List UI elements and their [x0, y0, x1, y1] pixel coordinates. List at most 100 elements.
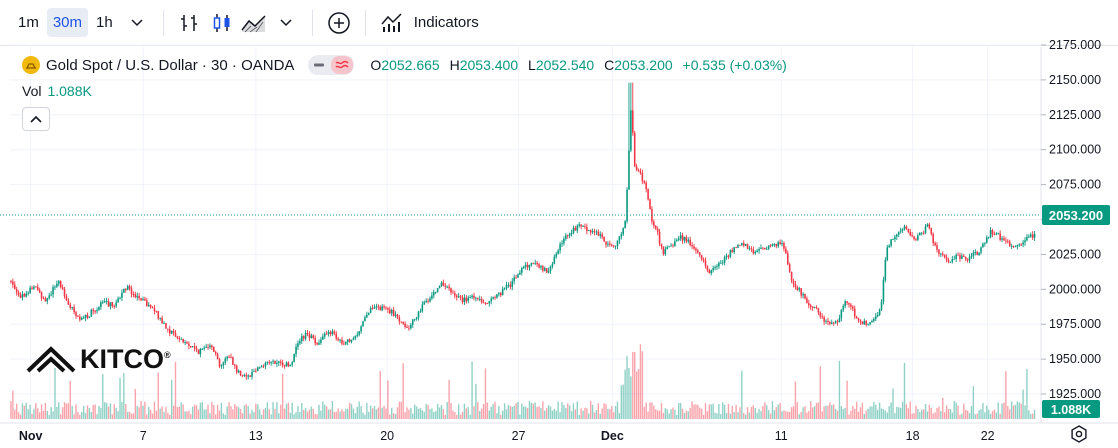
candle-body: [869, 322, 871, 325]
volume-bar: [134, 389, 137, 419]
volume-bar: [668, 413, 670, 419]
volume-bar: [838, 360, 841, 419]
candle-body: [951, 259, 954, 262]
candle-body: [603, 236, 605, 242]
candle-body: [429, 298, 431, 302]
symbol-title[interactable]: Gold Spot / U.S. Dollar · 30 · OANDA: [46, 56, 295, 74]
volume-bar: [861, 402, 864, 419]
candle-body: [704, 260, 707, 266]
volume-bar: [327, 409, 330, 419]
volume-bar: [580, 408, 582, 419]
candle-body: [702, 259, 705, 261]
volume-bar: [848, 414, 850, 419]
candle-body: [163, 323, 165, 324]
candle-body: [121, 292, 123, 298]
candle-body: [59, 281, 62, 288]
candle-body: [346, 339, 349, 342]
timeframe-30m[interactable]: 30m: [46, 8, 89, 37]
volume-bar: [88, 408, 91, 419]
timeframe-1h[interactable]: 1h: [96, 14, 113, 31]
volume-bar: [936, 407, 938, 419]
toolbar-divider: [364, 9, 366, 36]
volume-bar: [798, 414, 800, 419]
volume-bar: [825, 405, 827, 419]
bar-chart-type-icon[interactable]: [177, 10, 203, 36]
candle-body: [463, 297, 466, 303]
volume-bar: [1033, 409, 1036, 419]
volume-bar: [670, 409, 672, 419]
candle-body: [542, 266, 544, 271]
legend-toggle[interactable]: [308, 55, 355, 75]
candle-body: [147, 304, 150, 307]
candle-body: [896, 234, 898, 237]
candle-body: [1029, 234, 1032, 237]
indicators-button[interactable]: Indicators: [413, 14, 479, 31]
candle-body: [344, 341, 347, 345]
candle-body: [40, 292, 43, 299]
volume-bar: [729, 413, 732, 419]
candle-body: [100, 302, 102, 308]
indicators-icon[interactable]: [379, 10, 405, 36]
candle-body: [274, 360, 276, 364]
volume-bar: [524, 406, 527, 419]
candle-body: [943, 254, 946, 258]
volume-bar: [762, 406, 764, 419]
candle-body: [938, 249, 940, 254]
candle-body: [549, 266, 552, 271]
candle-body: [354, 335, 357, 339]
area-chart-type-icon[interactable]: [241, 10, 267, 36]
candle-body: [33, 286, 35, 289]
candle-body: [848, 302, 850, 305]
add-compare-plus-icon[interactable]: [326, 10, 352, 36]
candle-body: [955, 254, 957, 259]
chevron-down-icon[interactable]: [273, 10, 299, 36]
candle-body: [44, 298, 47, 302]
candle-body: [917, 235, 919, 240]
candle-body: [580, 224, 582, 227]
candle-body: [576, 225, 579, 231]
collapse-legend-button[interactable]: [22, 107, 50, 131]
candle-body: [289, 364, 292, 367]
y-tick-label: 2150.000: [1049, 73, 1101, 87]
candle-body: [765, 248, 768, 250]
candle-body: [486, 303, 489, 304]
candle-body: [727, 255, 730, 257]
volume-bar: [316, 414, 318, 419]
volume-bar: [117, 411, 119, 419]
candle-body: [251, 371, 253, 377]
volume-bar: [647, 411, 649, 419]
y-tick-label: 2000.000: [1049, 282, 1101, 296]
candle-body: [103, 301, 106, 303]
volume-bar: [1022, 389, 1024, 419]
volume-bar: [584, 407, 586, 419]
candle-body: [371, 308, 374, 310]
candle-body: [890, 239, 892, 246]
volume-bar: [387, 380, 389, 419]
candle-body: [809, 305, 812, 307]
candle-body: [153, 307, 156, 312]
candle-body: [905, 226, 908, 229]
volume-bar: [767, 410, 770, 419]
candle-body: [433, 292, 435, 296]
volume-bar: [412, 413, 414, 419]
volume-bar: [536, 407, 538, 419]
candle-body: [214, 351, 217, 354]
candle-body: [989, 229, 992, 238]
volume-bar: [274, 408, 276, 419]
candle-body: [748, 248, 751, 250]
candle-body: [119, 297, 121, 299]
volume-bar: [708, 404, 711, 419]
candle-body: [109, 302, 112, 307]
candle-body: [568, 233, 571, 236]
chevron-down-icon[interactable]: [124, 10, 150, 36]
candles-chart-type-icon[interactable]: [209, 10, 235, 36]
volume-bar: [37, 408, 39, 419]
volume-bar: [406, 407, 408, 419]
volume-bar: [113, 404, 115, 419]
volume-bar: [982, 402, 984, 419]
volume-bar: [662, 412, 665, 419]
timeframe-1m[interactable]: 1m: [18, 14, 39, 31]
chart-settings-gear-icon[interactable]: [1070, 425, 1088, 448]
volume-bar: [811, 407, 814, 419]
kitco-logo: KITCO®: [26, 344, 171, 375]
